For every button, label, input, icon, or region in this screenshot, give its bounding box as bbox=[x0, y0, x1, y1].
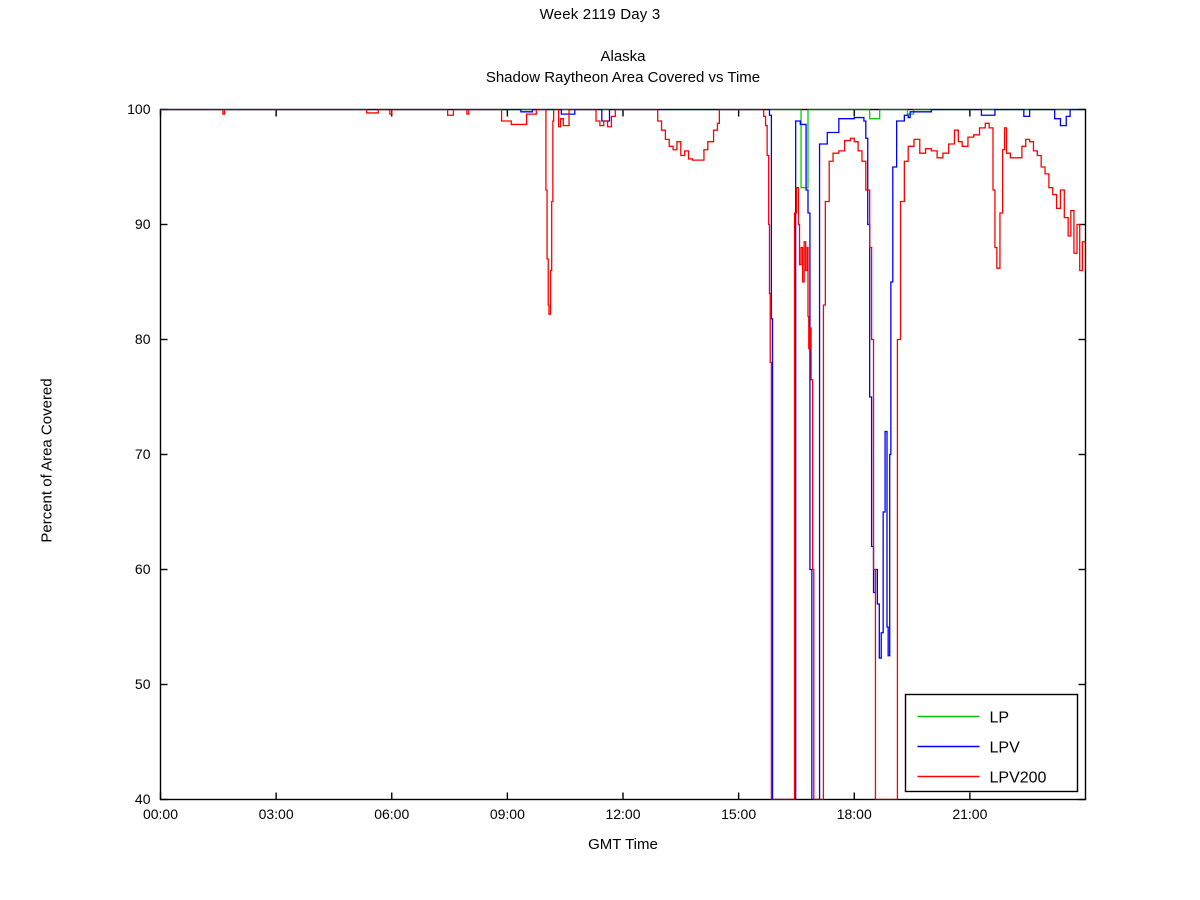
legend-label-lpv: LPV bbox=[990, 740, 1021, 757]
x-tick-label: 06:00 bbox=[374, 805, 410, 822]
series-line-lp bbox=[160, 109, 1086, 189]
y-tick-label: 50 bbox=[134, 675, 151, 692]
y-axis-label: Percent of Area Covered bbox=[38, 378, 56, 543]
y-tick-label: 90 bbox=[134, 215, 151, 232]
x-tick-label: 03:00 bbox=[258, 805, 294, 822]
legend: LP LPV LPV200 bbox=[904, 693, 1079, 793]
chart-title-line2: Shadow Raytheon Area Covered vs Time bbox=[485, 69, 761, 86]
x-tick-label: 18:00 bbox=[836, 805, 872, 822]
y-tick-label: 70 bbox=[134, 445, 151, 462]
x-tick-label: 21:00 bbox=[952, 805, 988, 822]
chart-title: Alaska Shadow Raytheon Area Covered vs T… bbox=[160, 46, 1086, 88]
series-line-lpv bbox=[160, 109, 1086, 800]
y-tick-label: 80 bbox=[134, 330, 151, 347]
data-series-group bbox=[160, 109, 1086, 800]
x-axis-label: GMT Time bbox=[588, 836, 658, 853]
y-tick-label: 60 bbox=[134, 560, 151, 577]
y-tick-label: 100 bbox=[127, 100, 151, 117]
legend-label-lpv200: LPV200 bbox=[990, 770, 1047, 787]
figure-suptitle: Week 2119 Day 3 bbox=[539, 6, 661, 23]
series-line-lpv200 bbox=[160, 109, 1086, 800]
x-tick-label: 15:00 bbox=[721, 805, 757, 822]
x-tick-label: 12:00 bbox=[605, 805, 641, 822]
y-tick-label: 40 bbox=[134, 790, 151, 807]
plot-frame bbox=[159, 108, 1087, 801]
x-tick-label: 09:00 bbox=[489, 805, 525, 822]
x-tick-label: 00:00 bbox=[142, 805, 179, 822]
chart-title-line1: Alaska bbox=[600, 48, 646, 65]
legend-label-lp: LP bbox=[990, 710, 1010, 727]
